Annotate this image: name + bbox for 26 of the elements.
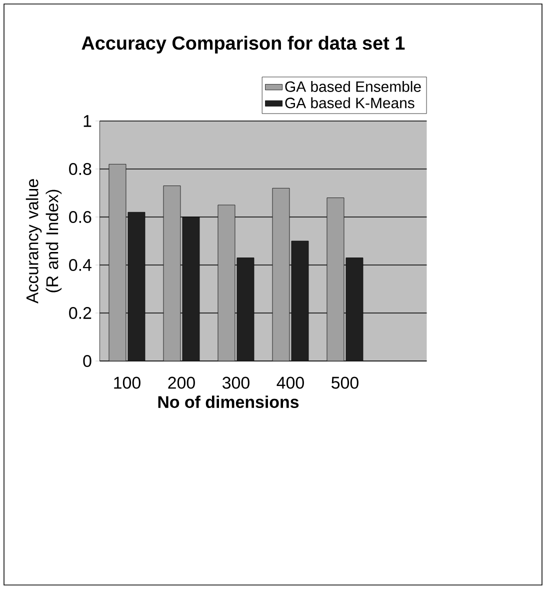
y-tick-label: 1	[84, 115, 92, 127]
legend-label: GA based K-Means	[285, 97, 414, 108]
bar	[236, 258, 254, 361]
y-tick-label: 0.4	[69, 258, 92, 271]
y-tick-label: 0.8	[69, 162, 92, 175]
x-tick-label: 500	[332, 376, 358, 389]
x-axis-title: No of dimensions	[158, 396, 299, 408]
bar	[218, 204, 235, 361]
bar	[346, 258, 364, 361]
bar	[326, 198, 344, 361]
bar	[108, 164, 126, 361]
bar	[272, 188, 290, 361]
bar	[182, 216, 200, 361]
chart-title: Accuracy Comparison for data set 1	[82, 36, 405, 54]
y-tick-label: 0.2	[69, 306, 92, 319]
bar	[128, 212, 145, 361]
y-tick-label: 0.6	[69, 210, 92, 223]
x-tick-label: 400	[276, 376, 304, 389]
bar	[291, 240, 308, 361]
legend-label: GA based Ensemble	[285, 80, 421, 92]
x-tick-label: 100	[114, 376, 140, 389]
y-tick-label: 0	[83, 354, 92, 367]
y-axis-title: Accurancy value (R and Index)	[26, 179, 62, 304]
x-tick-label: 300	[222, 376, 250, 389]
x-tick-label: 200	[168, 376, 195, 389]
bar	[163, 186, 180, 361]
